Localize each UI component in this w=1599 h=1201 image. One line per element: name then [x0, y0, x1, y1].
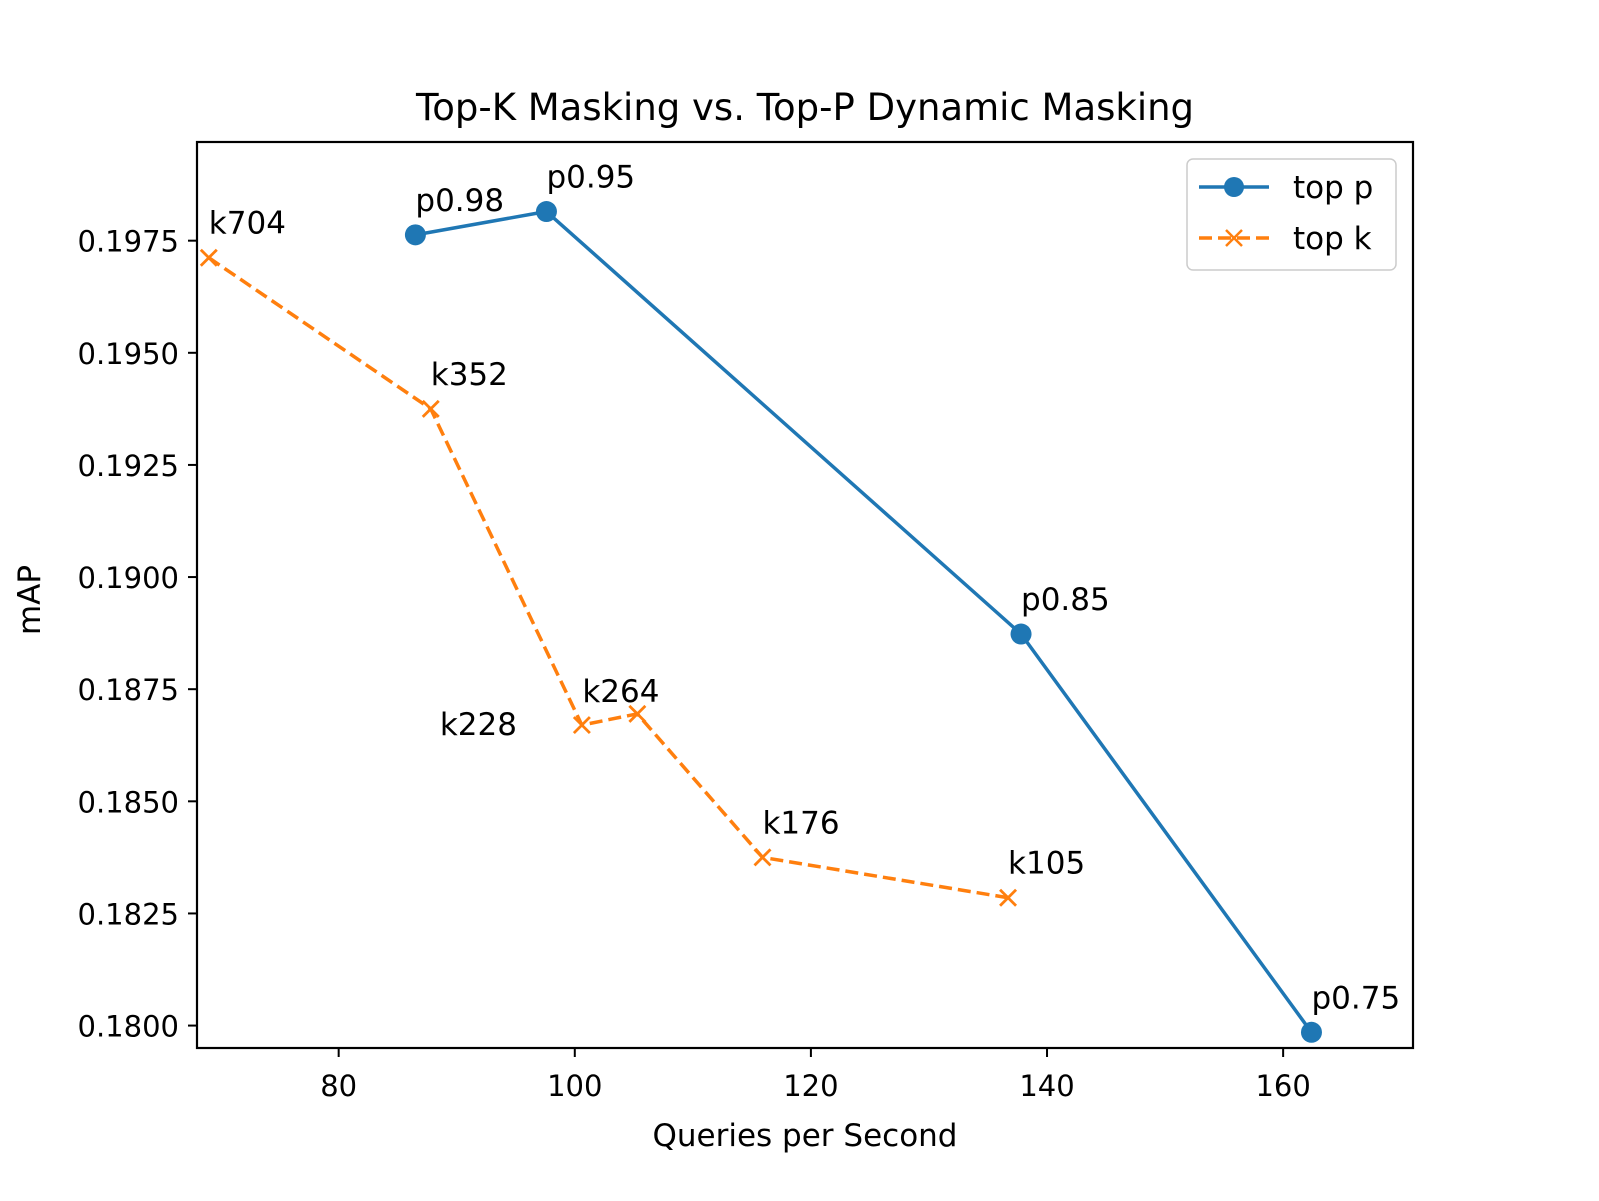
- y-tick-label: 0.1950: [78, 337, 179, 371]
- y-tick-label: 0.1925: [78, 449, 179, 483]
- x-axis-ticks: 80 100 120 140 160: [320, 1048, 1311, 1103]
- x-tick-label: 160: [1255, 1069, 1310, 1103]
- data-point: [199, 248, 218, 267]
- chart-title: Top-K Masking vs. Top-P Dynamic Masking: [415, 86, 1194, 129]
- data-point: [1300, 1021, 1322, 1043]
- data-label: k176: [762, 805, 839, 841]
- data-point: [404, 224, 426, 246]
- data-point: [1010, 623, 1032, 645]
- series-top-k: k704 k352 k228 k264 k176 k105: [199, 206, 1085, 907]
- y-axis-ticks: 0.1800 0.1825 0.1850 0.1875 0.1900 0.1925 0.19…: [78, 225, 197, 1044]
- x-tick-label: 140: [1019, 1069, 1074, 1103]
- x-tick-label: 120: [783, 1069, 838, 1103]
- legend-label-top-k: top k: [1293, 221, 1372, 257]
- series-line: [207, 256, 1009, 900]
- data-label: k704: [209, 206, 286, 242]
- data-label: k105: [1008, 846, 1085, 882]
- y-axis-label: mAP: [12, 565, 48, 635]
- legend-label-top-p: top p: [1293, 170, 1373, 206]
- y-tick-label: 0.1900: [78, 561, 179, 595]
- plot-frame: [195, 140, 1415, 1050]
- y-tick-label: 0.1975: [78, 225, 179, 259]
- x-tick-label: 100: [547, 1069, 602, 1103]
- legend-marker-top-p: [1224, 177, 1244, 197]
- data-point: [535, 201, 557, 223]
- data-label: k264: [582, 674, 659, 710]
- data-point: [999, 888, 1018, 907]
- y-tick-label: 0.1800: [78, 1010, 179, 1044]
- data-label: p0.75: [1311, 980, 1400, 1016]
- y-tick-label: 0.1825: [78, 897, 179, 931]
- legend: top p top k: [1186, 158, 1397, 271]
- x-tick-label: 80: [320, 1069, 357, 1103]
- data-point: [628, 704, 647, 723]
- data-point: [572, 716, 591, 735]
- data-label: k228: [440, 707, 517, 743]
- data-label: p0.98: [415, 183, 504, 219]
- series-layer: p0.98 p0.95 p0.85 p0.75 k704 k352 k228 k264 k176…: [199, 160, 1400, 1043]
- x-axis-label: Queries per Second: [653, 1118, 958, 1154]
- series-line: [415, 209, 1313, 1034]
- data-label: p0.85: [1021, 582, 1110, 618]
- series-top-p: p0.98 p0.95 p0.85 p0.75: [404, 160, 1400, 1043]
- data-point: [421, 399, 440, 418]
- data-label: p0.95: [546, 160, 635, 196]
- y-tick-label: 0.1850: [78, 785, 179, 819]
- data-point: [753, 848, 772, 867]
- legend-marker-top-k: [1225, 229, 1243, 247]
- data-label: k352: [431, 357, 508, 393]
- y-tick-label: 0.1875: [78, 673, 179, 707]
